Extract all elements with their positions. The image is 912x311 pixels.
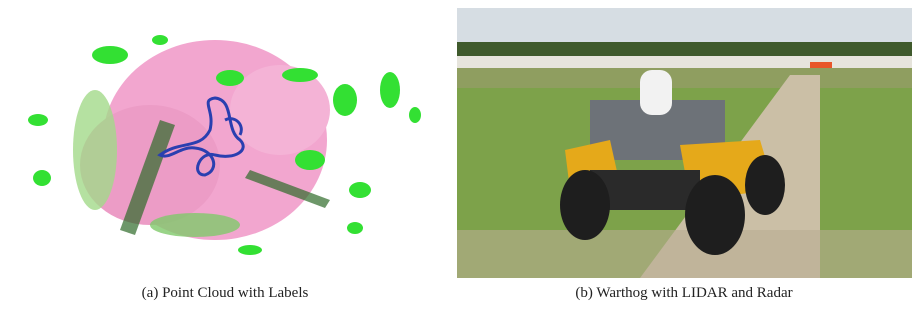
point-cloud-green: [73, 90, 117, 210]
point-cloud-green: [150, 213, 240, 237]
ground: [457, 230, 912, 278]
point-cloud-green: [33, 170, 51, 186]
figure: (a) Point Cloud with Labels (b) Warthog …: [0, 0, 912, 311]
point-cloud-green: [238, 245, 262, 255]
point-cloud-green: [295, 150, 325, 170]
field: [457, 68, 912, 88]
tree-line: [457, 42, 912, 58]
wheel: [745, 155, 785, 215]
robot-photo: [457, 8, 912, 278]
point-cloud-green: [409, 107, 421, 123]
point-cloud-green: [92, 46, 128, 64]
point-cloud-green: [347, 222, 363, 234]
point-cloud-green: [349, 182, 371, 198]
point-cloud-green: [282, 68, 318, 82]
wheel: [685, 175, 745, 255]
point-cloud-green: [216, 70, 244, 86]
caption: (a) Point Cloud with Labels: [142, 285, 309, 301]
point-cloud-green: [152, 35, 168, 45]
page: (a) Point Cloud with Labels (b) Warthog …: [0, 0, 912, 311]
point-cloud-green: [28, 114, 48, 126]
point-cloud-green: [333, 84, 357, 116]
point-cloud-green: [380, 72, 400, 108]
radar-dome: [640, 70, 672, 115]
caption: (b) Warthog with LIDAR and Radar: [575, 285, 792, 301]
point-cloud-image: [28, 35, 421, 255]
barrier: [457, 56, 912, 68]
wheel: [560, 170, 610, 240]
